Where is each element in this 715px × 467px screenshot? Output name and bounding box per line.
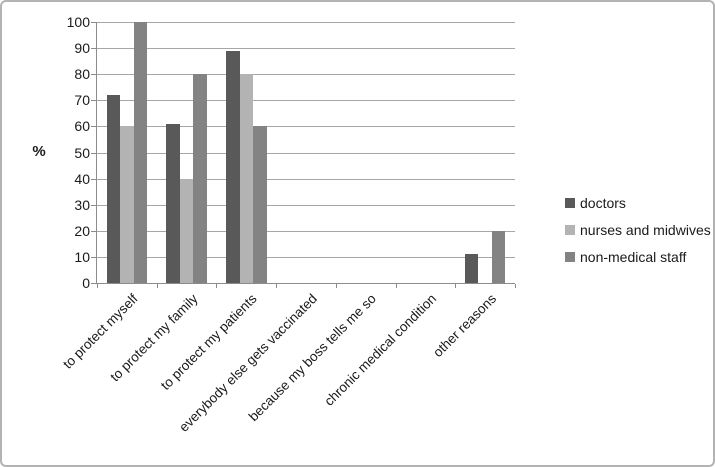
y-tick-mark [91,48,96,50]
x-tick-mark [395,284,397,288]
x-tick-mark [97,284,98,288]
gridline [97,100,515,102]
x-axis-line [96,283,515,284]
x-category-label: chronic medical condition [321,291,440,409]
bar-non-medical-staff [491,230,506,283]
gridline [97,204,515,206]
x-tick-mark [216,284,218,288]
legend-item: non-medical staff [565,249,711,265]
y-tick-mark [91,178,96,180]
legend-swatch [565,198,575,208]
legend-swatch [565,252,575,262]
x-tick-mark [276,284,278,288]
legend-swatch [565,225,575,235]
bar-doctors [226,50,240,283]
y-tick-label: 20 [74,222,90,239]
legend-label: doctors [580,195,626,211]
bar-nurses-and-midwives [120,126,134,283]
x-tick-mark [156,284,158,288]
gridline [97,230,515,232]
gridline [97,152,515,154]
y-tick-label: 100 [66,14,90,30]
y-tick-mark [91,230,96,232]
y-tick-label: 10 [74,248,90,265]
y-tick-mark [91,74,96,76]
bar-non-medical-staff [253,126,267,283]
plot-area [97,22,515,283]
y-tick-mark [91,152,96,154]
bar-doctors [166,123,180,283]
y-tick-label: 80 [74,66,90,83]
x-tick-mark [455,284,457,288]
bar-non-medical-staff [193,74,207,283]
gridline [97,126,515,128]
bar-nurses-and-midwives [239,74,254,283]
gridline [97,22,515,23]
y-tick-mark [91,204,96,206]
y-tick-mark [91,126,96,128]
legend-label: nurses and midwives [580,222,711,238]
legend: doctors nurses and midwives non-medical st… [565,195,711,265]
gridline [97,48,515,50]
y-tick-label: 60 [74,118,90,135]
y-tick-mark [91,22,96,23]
y-tick-mark [91,283,96,284]
y-tick-label: 70 [74,92,90,109]
x-tick-mark [515,284,516,288]
legend-item: nurses and midwives [565,222,711,238]
y-axis-tick-labels: 0 10 20 30 40 50 60 70 80 90 100 [2,2,90,465]
y-axis-title: % [32,143,46,160]
y-tick-label: 30 [74,196,90,213]
y-tick-mark [91,256,96,258]
y-tick-mark [91,100,96,102]
bar-nurses-and-midwives [179,178,194,283]
bar-doctors [106,95,121,283]
x-tick-mark [335,284,337,288]
gridline [97,178,515,180]
y-axis-line [96,22,97,284]
y-tick-label: 0 [82,275,90,291]
y-tick-label: 90 [74,40,90,57]
legend-label: non-medical staff [580,249,687,265]
y-tick-label: 40 [74,170,90,187]
bar-non-medical-staff [133,22,148,283]
bar-doctors [464,254,479,283]
gridline [97,74,515,76]
legend-item: doctors [565,195,711,211]
gridline [97,256,515,258]
y-tick-label: 50 [74,144,90,161]
x-category-label: because my boss tells me so [246,291,380,425]
x-category-label: other reasons [429,291,499,360]
